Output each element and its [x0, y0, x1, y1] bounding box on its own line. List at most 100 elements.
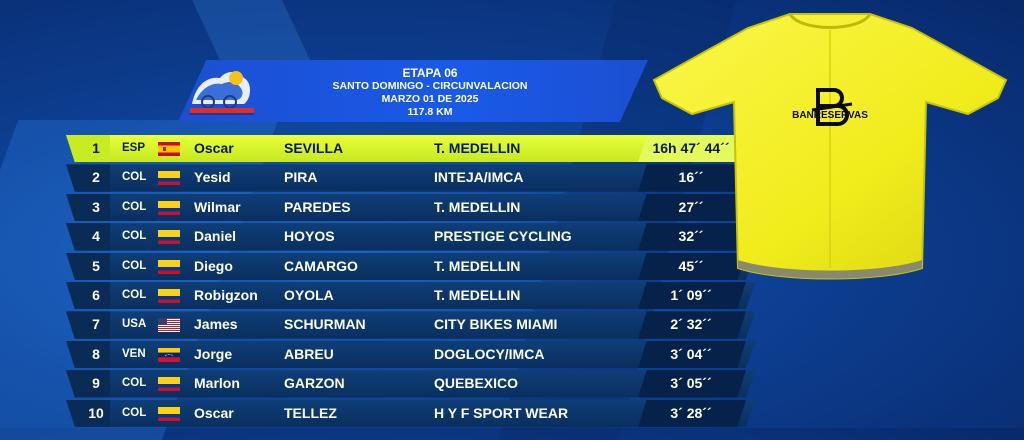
- time-gap: 32´´: [678, 228, 704, 245]
- position: 1: [92, 140, 100, 156]
- stage-route: SANTO DOMINGO - CIRCUNVALACION: [332, 80, 528, 92]
- last-name: ABREU: [284, 345, 334, 362]
- table-row: 3 COL Wilmar PAREDES T. MEDELLIN 27´´: [66, 193, 756, 222]
- last-name: TELLEZ: [284, 404, 337, 421]
- position: 6: [92, 286, 100, 303]
- country-code: USA: [122, 318, 147, 331]
- colombia-flag-icon: [158, 259, 180, 274]
- table-row: 10 COL Oscar TELLEZ H Y F SPORT WEAR 3´ 28´´: [66, 399, 756, 428]
- colombia-flag-icon: [158, 200, 180, 215]
- team-name: T. MEDELLIN: [434, 198, 521, 215]
- country-code: COL: [122, 200, 147, 213]
- first-name: Wilmar: [194, 198, 241, 215]
- first-name: James: [194, 316, 238, 333]
- results-table: 1 ESP Oscar SEVILLA T. MEDELLIN 16h 47´ 44´´ 2…: [66, 134, 756, 428]
- table-row: 2 COL Yesid PIRA INTEJA/IMCA 16´´: [66, 163, 756, 192]
- colombia-flag-icon: [158, 171, 180, 186]
- first-name: Yesid: [194, 169, 231, 186]
- first-name: Oscar: [194, 404, 234, 421]
- last-name: GARZON: [284, 375, 345, 392]
- time-gap: 2´ 32´´: [670, 316, 712, 333]
- colombia-flag-icon: [158, 288, 180, 303]
- colombia-flag-icon: [158, 230, 180, 245]
- position: 8: [92, 345, 100, 362]
- team-name: CITY BIKES MIAMI: [434, 316, 558, 333]
- team-name: INTEJA/IMCA: [434, 169, 524, 186]
- last-name: SCHURMAN: [284, 316, 366, 333]
- time-cell-background: [638, 340, 746, 369]
- first-name: Jorge: [194, 345, 233, 362]
- race-logo: [190, 71, 254, 115]
- usa-flag-icon: [158, 318, 180, 333]
- colombia-flag-icon: [158, 406, 180, 421]
- spain-flag-icon: [158, 142, 180, 156]
- time-cell-background: [638, 164, 746, 192]
- team-name: T. MEDELLIN: [434, 140, 521, 156]
- team-name: T. MEDELLIN: [434, 286, 521, 303]
- position: 10: [88, 404, 104, 421]
- time-cell-background: [638, 193, 746, 222]
- time-gap: 16´´: [678, 169, 704, 186]
- stage-info: ETAPA 06 SANTO DOMINGO - CIRCUNVALACION …: [300, 66, 560, 119]
- time-cell-background: [638, 223, 746, 251]
- time-cell-background: [638, 311, 746, 339]
- table-row: 4 COL Daniel HOYOS PRESTIGE CYCLING 32´´: [66, 222, 756, 251]
- position: 5: [92, 257, 100, 274]
- country-code: COL: [122, 171, 147, 184]
- stage-distance: 117.8 KM: [407, 106, 453, 118]
- team-name: QUEBEXICO: [434, 375, 519, 392]
- time-gap: 16h 47´ 44´´: [652, 140, 730, 156]
- time-cell-background: [638, 252, 746, 280]
- table-row: 9 COL Marlon GARZON QUEBEXICO 3´ 05´´: [66, 369, 756, 398]
- time-cell-background: [638, 281, 746, 310]
- stage-header-band: [178, 60, 648, 122]
- country-code: VEN: [122, 347, 146, 360]
- country-code: COL: [122, 377, 147, 390]
- first-name: Marlon: [194, 375, 240, 392]
- country-code: ESP: [122, 142, 146, 154]
- time-cell-background: [638, 370, 746, 398]
- first-name: Oscar: [194, 140, 234, 156]
- time-gap: 3´ 05´´: [670, 375, 712, 392]
- position-cell-background: [66, 135, 110, 163]
- time-cell-background: [638, 399, 746, 427]
- stage-date: MARZO 01 DE 2025: [381, 93, 479, 105]
- position: 4: [92, 228, 100, 245]
- time-gap: 3´ 28´´: [670, 404, 712, 421]
- venezuela-flag-icon: [158, 347, 180, 362]
- time-gap: 27´´: [678, 198, 704, 215]
- position-cell-background: [66, 193, 110, 222]
- country-code: COL: [122, 230, 147, 243]
- position-cell-background: [66, 223, 110, 251]
- country-code: COL: [122, 288, 147, 301]
- last-name: CAMARGO: [284, 257, 358, 274]
- last-name: PAREDES: [284, 198, 351, 215]
- table-row: 8 VEN Jorge ABREU DOGLOCY/IMCA 3´ 04´´: [66, 340, 756, 369]
- team-name: H Y F SPORT WEAR: [434, 404, 569, 421]
- first-name: Daniel: [194, 228, 237, 245]
- team-name: T. MEDELLIN: [434, 257, 521, 274]
- team-name: DOGLOCY/IMCA: [434, 345, 545, 362]
- table-row: 7 USA James SCHURMAN CITY BIKES MIAMI 2´ 32´´: [66, 310, 756, 339]
- position: 7: [92, 316, 100, 333]
- country-code: COL: [122, 259, 147, 272]
- time-gap: 3´ 04´´: [670, 345, 712, 362]
- svg-text:BANRESERVAS: BANRESERVAS: [792, 110, 868, 121]
- position: 9: [92, 375, 100, 392]
- time-gap: 45´´: [678, 257, 704, 274]
- stage-title: ETAPA 06: [402, 66, 458, 80]
- first-name: Diego: [194, 257, 233, 274]
- time-gap: 1´ 09´´: [670, 286, 712, 303]
- time-cell-background: [638, 135, 746, 163]
- country-code: COL: [122, 406, 147, 419]
- last-name: SEVILLA: [284, 140, 344, 156]
- last-name: OYOLA: [284, 286, 334, 303]
- last-name: HOYOS: [284, 228, 335, 245]
- table-row: 1 ESP Oscar SEVILLA T. MEDELLIN 16h 47´ 44´´: [66, 134, 756, 163]
- leader-jersey: BANRESERVAS: [652, 13, 1008, 280]
- table-row: 6 COL Robigzon OYOLA T. MEDELLIN 1´ 09´´: [66, 281, 756, 310]
- table-row: 5 COL Diego CAMARGO T. MEDELLIN 45´´: [66, 252, 756, 281]
- first-name: Robigzon: [194, 286, 258, 303]
- position-cell-background: [66, 164, 110, 192]
- last-name: PIRA: [284, 169, 318, 186]
